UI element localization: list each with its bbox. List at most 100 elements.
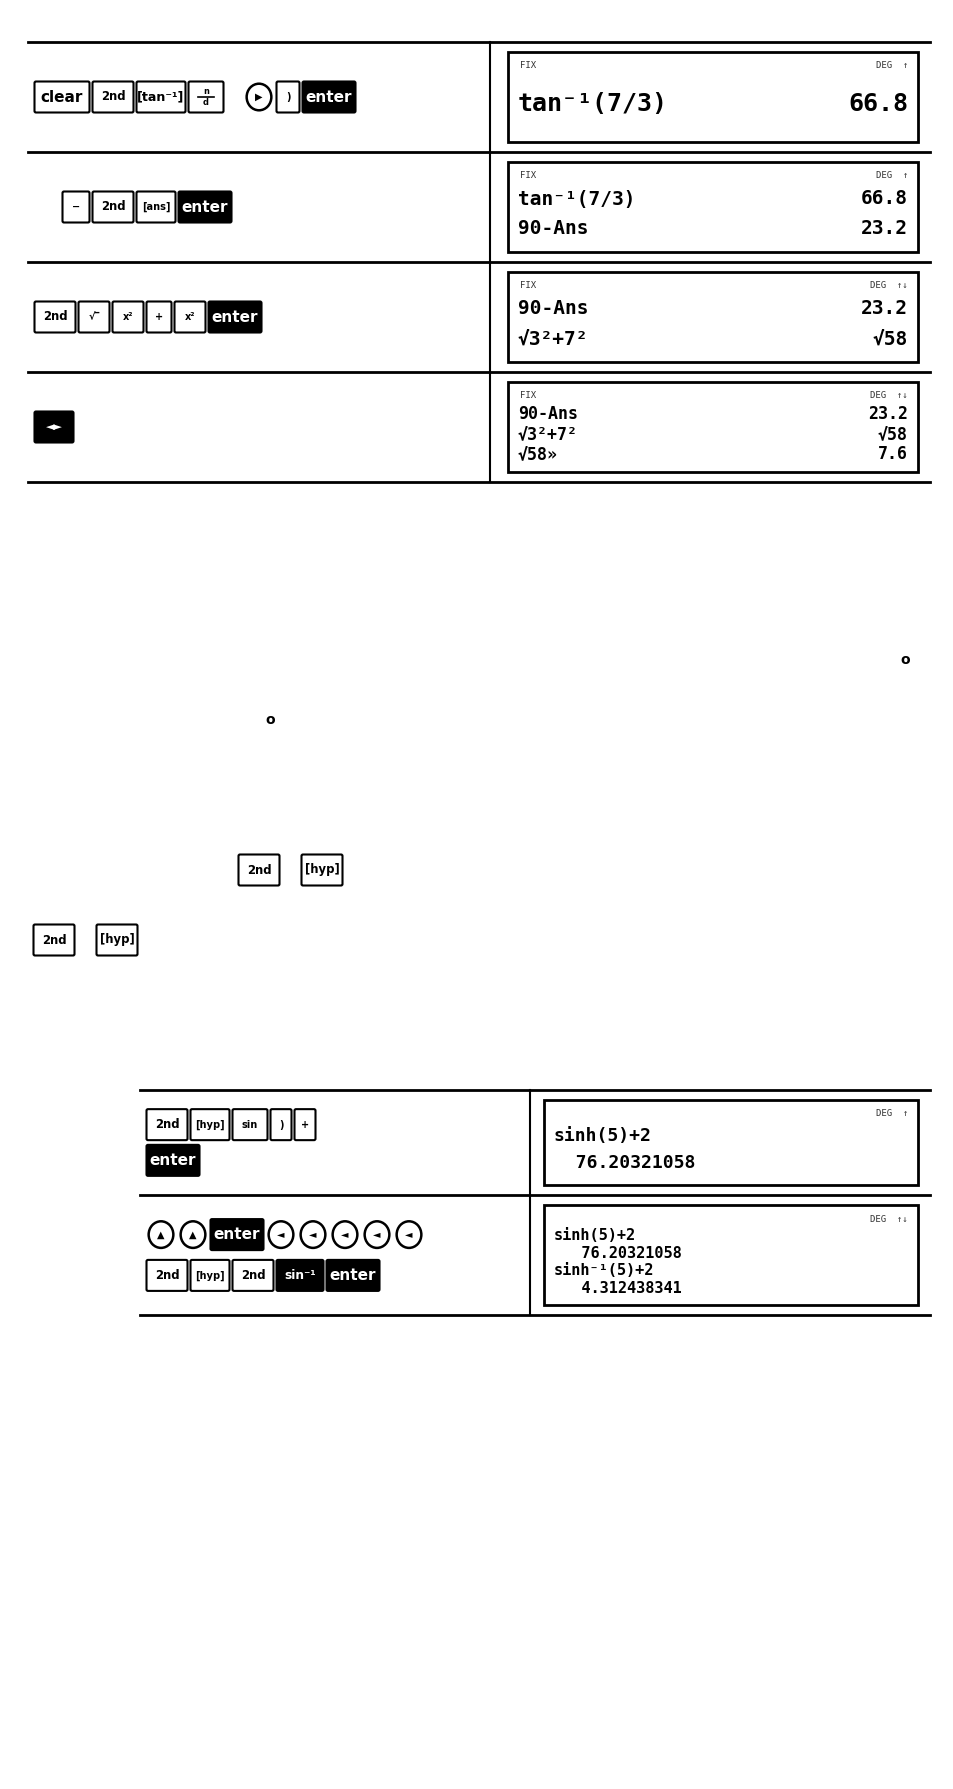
FancyBboxPatch shape bbox=[178, 191, 232, 222]
Ellipse shape bbox=[247, 84, 271, 111]
Bar bbox=[507, 52, 917, 141]
FancyBboxPatch shape bbox=[63, 191, 90, 222]
Text: DEG  ↑: DEG ↑ bbox=[875, 61, 907, 70]
Text: 90-Ans: 90-Ans bbox=[517, 220, 588, 238]
Text: 2nd: 2nd bbox=[101, 200, 125, 213]
Text: −: − bbox=[71, 202, 80, 213]
Ellipse shape bbox=[300, 1222, 325, 1249]
Bar bbox=[507, 163, 917, 252]
Bar bbox=[507, 383, 917, 472]
FancyBboxPatch shape bbox=[33, 925, 74, 955]
Text: DEG  ↑↓: DEG ↑↓ bbox=[869, 281, 907, 290]
Ellipse shape bbox=[149, 1222, 173, 1249]
Text: 66.8: 66.8 bbox=[861, 190, 907, 209]
Text: enter: enter bbox=[330, 1268, 375, 1283]
Text: √58: √58 bbox=[877, 426, 907, 444]
FancyBboxPatch shape bbox=[112, 302, 143, 333]
Text: 23.2: 23.2 bbox=[861, 299, 907, 318]
Text: ): ) bbox=[286, 91, 290, 102]
Text: sinh(5)+2: sinh(5)+2 bbox=[554, 1127, 651, 1145]
FancyBboxPatch shape bbox=[189, 82, 223, 113]
FancyBboxPatch shape bbox=[34, 302, 75, 333]
Text: √58»: √58» bbox=[517, 445, 558, 463]
Text: 2nd: 2nd bbox=[240, 1268, 265, 1283]
Text: FIX: FIX bbox=[519, 172, 536, 181]
Text: ▶: ▶ bbox=[255, 91, 262, 102]
FancyBboxPatch shape bbox=[276, 1259, 323, 1292]
FancyBboxPatch shape bbox=[302, 82, 355, 113]
Text: ▲: ▲ bbox=[189, 1229, 196, 1240]
Text: 2nd: 2nd bbox=[154, 1268, 179, 1283]
Text: [tan⁻¹]: [tan⁻¹] bbox=[137, 91, 185, 104]
Text: 90-Ans: 90-Ans bbox=[517, 299, 588, 318]
Ellipse shape bbox=[269, 1222, 293, 1249]
Text: [hyp]: [hyp] bbox=[304, 864, 339, 877]
Text: enter: enter bbox=[213, 1227, 260, 1242]
FancyBboxPatch shape bbox=[233, 1109, 267, 1140]
Text: sinh⁻¹(5)+2: sinh⁻¹(5)+2 bbox=[554, 1263, 654, 1279]
Text: 23.2: 23.2 bbox=[867, 404, 907, 422]
Text: 2nd: 2nd bbox=[154, 1118, 179, 1131]
Bar bbox=[543, 1206, 917, 1304]
Text: FIX: FIX bbox=[519, 281, 536, 290]
FancyBboxPatch shape bbox=[147, 302, 172, 333]
Text: √58: √58 bbox=[872, 329, 907, 349]
Text: DEG  ↑: DEG ↑ bbox=[875, 1109, 907, 1118]
Text: sin⁻¹: sin⁻¹ bbox=[284, 1268, 315, 1283]
FancyBboxPatch shape bbox=[34, 411, 73, 442]
Text: 2nd: 2nd bbox=[42, 934, 67, 946]
FancyBboxPatch shape bbox=[147, 1145, 199, 1175]
FancyBboxPatch shape bbox=[34, 82, 90, 113]
Text: enter: enter bbox=[182, 200, 228, 215]
Text: x²: x² bbox=[123, 311, 133, 322]
FancyBboxPatch shape bbox=[294, 1109, 315, 1140]
FancyBboxPatch shape bbox=[191, 1259, 230, 1292]
Text: FIX: FIX bbox=[519, 392, 536, 401]
Text: d: d bbox=[203, 98, 209, 107]
Text: sinh(5)+2: sinh(5)+2 bbox=[554, 1229, 636, 1243]
FancyBboxPatch shape bbox=[92, 82, 133, 113]
Text: 76.20321058: 76.20321058 bbox=[554, 1245, 681, 1261]
FancyBboxPatch shape bbox=[96, 925, 137, 955]
Text: ◄: ◄ bbox=[341, 1229, 349, 1240]
FancyBboxPatch shape bbox=[301, 855, 342, 886]
Bar bbox=[543, 1100, 917, 1184]
FancyBboxPatch shape bbox=[78, 302, 110, 333]
Text: tan⁻¹(7/3): tan⁻¹(7/3) bbox=[517, 190, 635, 209]
Text: enter: enter bbox=[305, 89, 352, 104]
Ellipse shape bbox=[396, 1222, 421, 1249]
Text: 2nd: 2nd bbox=[247, 864, 271, 877]
Text: n: n bbox=[203, 88, 209, 97]
Text: ◄: ◄ bbox=[309, 1229, 316, 1240]
Text: [hyp]: [hyp] bbox=[195, 1120, 225, 1131]
Text: FIX: FIX bbox=[519, 61, 536, 70]
FancyBboxPatch shape bbox=[136, 191, 175, 222]
FancyBboxPatch shape bbox=[233, 1259, 274, 1292]
Text: enter: enter bbox=[212, 309, 258, 324]
Text: enter: enter bbox=[150, 1152, 196, 1168]
Ellipse shape bbox=[364, 1222, 389, 1249]
Text: 2nd: 2nd bbox=[43, 311, 68, 324]
Text: o: o bbox=[265, 714, 274, 726]
Text: ▲: ▲ bbox=[157, 1229, 165, 1240]
Text: +: + bbox=[154, 311, 163, 322]
Text: x²: x² bbox=[185, 311, 195, 322]
FancyBboxPatch shape bbox=[211, 1218, 263, 1251]
Text: ): ) bbox=[278, 1120, 283, 1129]
FancyBboxPatch shape bbox=[136, 82, 185, 113]
Text: DEG  ↑↓: DEG ↑↓ bbox=[869, 1215, 907, 1224]
Text: 90-Ans: 90-Ans bbox=[517, 404, 578, 422]
Text: [ans]: [ans] bbox=[142, 202, 170, 213]
FancyBboxPatch shape bbox=[147, 1259, 188, 1292]
Text: 23.2: 23.2 bbox=[861, 220, 907, 238]
Text: [hyp]: [hyp] bbox=[99, 934, 134, 946]
Text: clear: clear bbox=[41, 89, 83, 104]
FancyBboxPatch shape bbox=[326, 1259, 379, 1292]
Text: sin: sin bbox=[242, 1120, 258, 1129]
Text: ◄: ◄ bbox=[405, 1229, 413, 1240]
Ellipse shape bbox=[180, 1222, 205, 1249]
Text: DEG  ↑: DEG ↑ bbox=[875, 172, 907, 181]
FancyBboxPatch shape bbox=[276, 82, 299, 113]
Text: 2nd: 2nd bbox=[101, 91, 125, 104]
FancyBboxPatch shape bbox=[191, 1109, 230, 1140]
